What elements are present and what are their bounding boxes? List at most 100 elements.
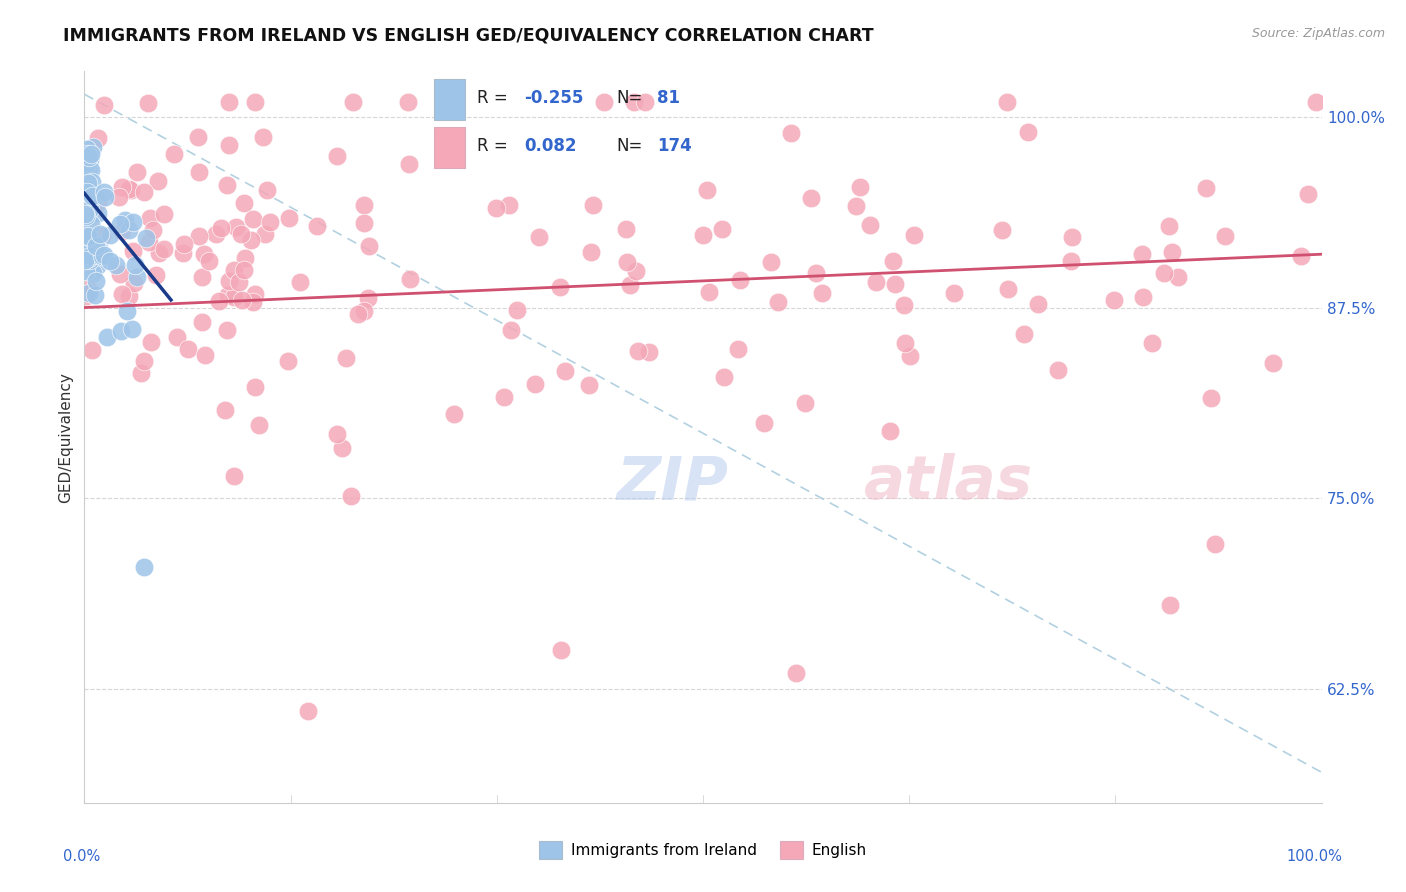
Point: [1159, 219, 1181, 233]
Text: 81: 81: [657, 89, 681, 107]
Point: [76, 235, 98, 249]
Point: [122, 276, 145, 290]
Point: [593, 95, 616, 109]
Point: [122, 215, 145, 229]
Point: [1261, 356, 1284, 370]
Point: [1159, 598, 1181, 612]
Point: [1213, 229, 1236, 244]
Point: [278, 211, 301, 225]
Point: [353, 198, 375, 212]
Point: [898, 349, 921, 363]
Text: R =: R =: [478, 89, 508, 107]
Point: [138, 235, 160, 250]
Point: [550, 280, 572, 294]
Point: [77, 286, 100, 301]
Point: [80, 189, 103, 203]
Point: [637, 344, 659, 359]
Point: [506, 302, 529, 317]
Point: [259, 215, 281, 229]
Point: [93, 248, 115, 262]
Text: 100.0%: 100.0%: [1286, 849, 1343, 863]
Point: [335, 351, 357, 365]
Point: [845, 199, 868, 213]
Point: [79, 233, 101, 247]
Point: [218, 274, 240, 288]
Point: [94, 190, 117, 204]
Point: [766, 295, 789, 310]
Point: [245, 380, 267, 394]
Point: [903, 228, 925, 243]
Point: [882, 254, 904, 268]
Point: [75, 214, 97, 228]
Point: [710, 222, 733, 236]
Point: [76, 142, 98, 156]
Point: [894, 335, 917, 350]
Point: [224, 262, 246, 277]
Point: [1167, 270, 1189, 285]
Point: [1298, 186, 1320, 201]
Point: [172, 246, 194, 260]
Point: [800, 191, 823, 205]
Point: [214, 402, 236, 417]
Point: [297, 705, 319, 719]
Point: [129, 366, 152, 380]
Point: [225, 219, 247, 234]
Point: [76, 150, 98, 164]
Point: [616, 255, 638, 269]
Point: [77, 211, 100, 225]
Point: [243, 95, 266, 109]
Point: [217, 323, 239, 337]
Point: [110, 267, 132, 281]
Text: N=: N=: [617, 89, 643, 107]
Point: [82, 266, 104, 280]
Point: [811, 286, 834, 301]
Point: [780, 126, 803, 140]
Point: [87, 206, 110, 220]
Point: [83, 236, 105, 251]
Point: [79, 229, 101, 244]
Point: [330, 441, 353, 455]
Point: [399, 272, 422, 286]
Text: N=: N=: [617, 137, 643, 155]
Point: [86, 242, 108, 256]
Point: [1102, 293, 1125, 308]
Point: [339, 489, 361, 503]
Point: [578, 378, 600, 392]
Y-axis label: GED/Equivalency: GED/Equivalency: [58, 372, 73, 502]
Point: [218, 138, 240, 153]
Point: [752, 416, 775, 430]
Point: [554, 364, 576, 378]
Point: [75, 211, 97, 225]
Point: [579, 244, 602, 259]
Point: [326, 426, 349, 441]
Point: [84, 275, 107, 289]
Text: 0.0%: 0.0%: [63, 849, 100, 863]
Point: [93, 98, 115, 112]
Point: [79, 253, 101, 268]
Point: [849, 179, 872, 194]
Point: [110, 287, 132, 301]
Point: [121, 321, 143, 335]
Point: [794, 395, 817, 409]
Point: [86, 195, 108, 210]
Text: atlas: atlas: [863, 453, 1033, 512]
Point: [233, 251, 256, 265]
Point: [80, 343, 103, 357]
Text: 0.082: 0.082: [524, 137, 576, 155]
Point: [77, 282, 100, 296]
Point: [193, 246, 215, 260]
Point: [115, 304, 138, 318]
Point: [76, 229, 98, 244]
Point: [623, 95, 645, 109]
Point: [942, 286, 965, 301]
Point: [76, 229, 98, 244]
Point: [1132, 290, 1154, 304]
Point: [75, 210, 97, 224]
Point: [1060, 229, 1083, 244]
Point: [224, 290, 246, 304]
Point: [1195, 181, 1218, 195]
Text: 174: 174: [657, 137, 692, 155]
Point: [111, 224, 134, 238]
Point: [166, 330, 188, 344]
Point: [288, 275, 311, 289]
